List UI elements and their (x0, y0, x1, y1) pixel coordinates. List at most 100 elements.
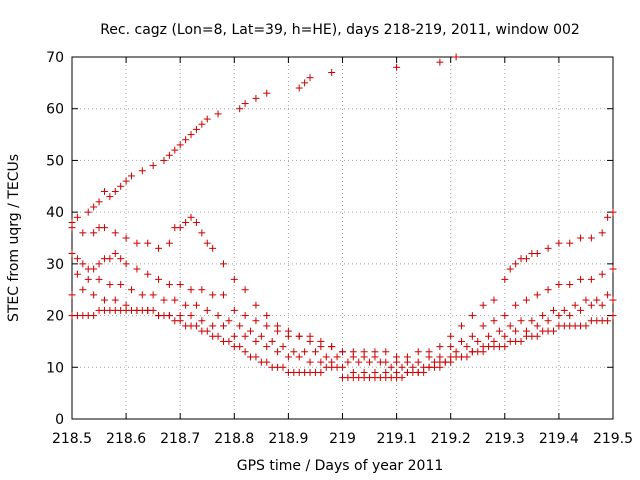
data-point (128, 172, 136, 180)
data-point (506, 322, 514, 330)
data-point (84, 275, 92, 283)
data-point (198, 229, 206, 237)
data-point (111, 250, 119, 258)
data-point (236, 343, 244, 351)
y-tick-label: 0 (55, 412, 64, 428)
x-tick-label: 219.4 (539, 431, 579, 447)
data-point (192, 322, 200, 330)
data-point (349, 348, 357, 356)
data-point (198, 317, 206, 325)
data-point (609, 312, 617, 320)
data-point (241, 312, 249, 320)
y-tick-label: 10 (46, 360, 64, 376)
data-point (117, 255, 125, 263)
data-point (214, 110, 222, 118)
chart-title: Rec. cagz (Lon=8, Lat=39, h=HE), days 21… (100, 22, 580, 38)
data-point (187, 213, 195, 221)
data-point (544, 286, 552, 294)
data-point (463, 343, 471, 351)
data-point (165, 151, 173, 159)
x-tick-label: 219 (329, 431, 356, 447)
x-tick-label: 219.2 (431, 431, 471, 447)
data-point (236, 322, 244, 330)
data-point (566, 281, 574, 289)
data-point (192, 218, 200, 226)
data-point (371, 348, 379, 356)
data-point (122, 260, 130, 268)
data-point (506, 265, 514, 273)
data-point (533, 291, 541, 299)
data-point (479, 301, 487, 309)
data-point (263, 358, 271, 366)
data-point (155, 312, 163, 320)
data-point (203, 115, 211, 123)
data-point (144, 306, 152, 314)
data-point (501, 312, 509, 320)
data-point (252, 94, 260, 102)
data-point (122, 301, 130, 309)
data-point (582, 296, 590, 304)
data-point (420, 363, 428, 371)
data-point (414, 358, 422, 366)
data-point (128, 286, 136, 294)
data-point (165, 239, 173, 247)
data-point (322, 353, 330, 361)
data-point (274, 348, 282, 356)
data-point (274, 322, 282, 330)
data-point (468, 332, 476, 340)
data-point (501, 332, 509, 340)
data-point (182, 136, 190, 144)
data-point (90, 229, 98, 237)
data-point (522, 296, 530, 304)
data-point (436, 343, 444, 351)
data-point (349, 368, 357, 376)
data-point (333, 353, 341, 361)
data-point (203, 239, 211, 247)
data-point (171, 146, 179, 154)
data-point (533, 250, 541, 258)
data-point (279, 363, 287, 371)
data-point (171, 296, 179, 304)
data-point (100, 187, 108, 195)
data-point (393, 368, 401, 376)
y-tick-label: 70 (46, 50, 64, 66)
data-point (555, 239, 563, 247)
data-point (247, 327, 255, 335)
x-tick-label: 219.5 (593, 431, 633, 447)
data-point (176, 224, 184, 232)
data-point (203, 306, 211, 314)
data-point (279, 343, 287, 351)
data-point (311, 348, 319, 356)
data-point (571, 301, 579, 309)
data-point (165, 312, 173, 320)
data-point (149, 162, 157, 170)
data-point (284, 327, 292, 335)
data-point (209, 322, 217, 330)
data-point (122, 234, 130, 242)
data-point (90, 312, 98, 320)
data-point (214, 312, 222, 320)
data-point (458, 322, 466, 330)
data-point (452, 53, 460, 61)
data-point (290, 348, 298, 356)
data-point (68, 218, 76, 226)
data-point (598, 301, 606, 309)
data-point (549, 327, 557, 335)
data-point (230, 332, 238, 340)
data-point (604, 291, 612, 299)
data-point (539, 312, 547, 320)
data-point (382, 348, 390, 356)
data-point (387, 363, 395, 371)
x-tick-label: 218.8 (214, 431, 254, 447)
data-point (214, 332, 222, 340)
data-point (328, 358, 336, 366)
data-point (458, 353, 466, 361)
data-point (328, 69, 336, 77)
data-point (360, 348, 368, 356)
data-point (393, 63, 401, 71)
data-point (192, 125, 200, 133)
data-point (106, 281, 114, 289)
grid-lines (72, 57, 613, 419)
data-point (555, 312, 563, 320)
data-point (111, 229, 119, 237)
